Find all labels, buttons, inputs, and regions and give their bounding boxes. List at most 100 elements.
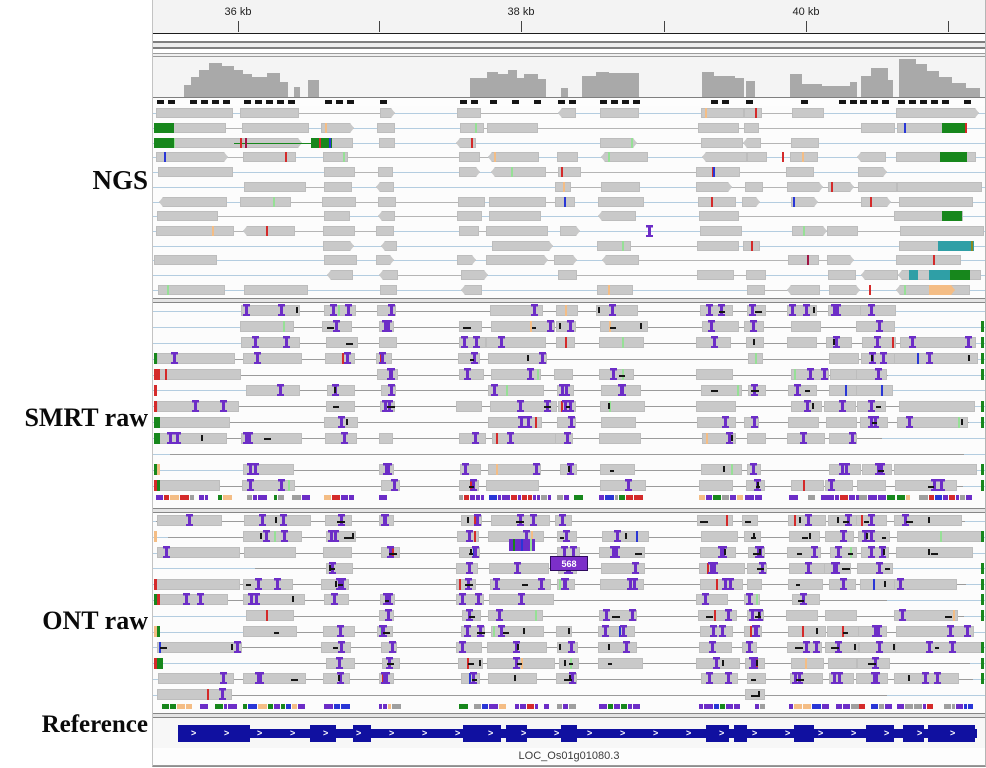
insertion-marker[interactable] bbox=[876, 562, 883, 574]
insertion-marker[interactable] bbox=[171, 352, 178, 364]
insertion-marker[interactable] bbox=[840, 578, 847, 590]
insertion-marker[interactable] bbox=[387, 546, 394, 558]
aligned-read[interactable] bbox=[696, 369, 733, 380]
aligned-read[interactable] bbox=[488, 417, 542, 428]
insertion-marker[interactable] bbox=[749, 609, 756, 621]
aligned-read[interactable] bbox=[458, 353, 480, 364]
insertion-marker[interactable] bbox=[466, 609, 473, 621]
aligned-read[interactable] bbox=[456, 401, 482, 412]
aligned-read[interactable] bbox=[491, 626, 544, 637]
insertion-marker[interactable] bbox=[219, 688, 226, 700]
aligned-read[interactable] bbox=[827, 255, 854, 265]
insertion-marker[interactable] bbox=[493, 578, 500, 590]
aligned-read[interactable] bbox=[243, 464, 294, 475]
aligned-read[interactable] bbox=[159, 197, 227, 207]
aligned-read[interactable] bbox=[490, 305, 543, 316]
aligned-read[interactable] bbox=[322, 197, 356, 207]
aligned-read[interactable] bbox=[558, 108, 576, 118]
insertion-marker[interactable] bbox=[804, 400, 811, 412]
insertion-marker[interactable] bbox=[934, 672, 941, 684]
aligned-read[interactable] bbox=[899, 197, 973, 207]
aligned-read[interactable] bbox=[600, 321, 648, 332]
ont-alignment-track[interactable]: 568 bbox=[153, 513, 985, 713]
aligned-read[interactable] bbox=[459, 480, 479, 491]
insertion-marker[interactable] bbox=[708, 320, 715, 332]
insertion-marker[interactable] bbox=[464, 368, 471, 380]
insertion-marker[interactable] bbox=[876, 641, 883, 653]
aligned-read[interactable] bbox=[554, 369, 573, 380]
colored-read[interactable] bbox=[942, 211, 962, 221]
aligned-read[interactable] bbox=[789, 531, 820, 542]
insertion-marker[interactable] bbox=[513, 657, 520, 669]
aligned-read[interactable] bbox=[491, 369, 541, 380]
aligned-read[interactable] bbox=[828, 182, 854, 192]
aligned-read[interactable] bbox=[557, 642, 578, 653]
aligned-read[interactable] bbox=[600, 579, 644, 590]
aligned-read[interactable] bbox=[487, 123, 538, 133]
aligned-read[interactable] bbox=[792, 226, 827, 236]
insertion-marker[interactable] bbox=[562, 578, 569, 590]
aligned-read[interactable] bbox=[486, 255, 548, 265]
insertion-marker[interactable] bbox=[336, 657, 343, 669]
aligned-read[interactable] bbox=[790, 673, 823, 684]
aligned-read[interactable] bbox=[158, 673, 234, 684]
aligned-read[interactable] bbox=[894, 579, 957, 590]
insertion-marker[interactable] bbox=[562, 400, 569, 412]
insertion-marker[interactable] bbox=[909, 336, 916, 348]
insertion-marker[interactable] bbox=[344, 352, 351, 364]
insertion-marker[interactable] bbox=[459, 641, 466, 653]
insertion-marker[interactable] bbox=[840, 530, 847, 542]
aligned-read[interactable] bbox=[860, 305, 896, 316]
aligned-read[interactable] bbox=[600, 401, 645, 412]
aligned-read[interactable] bbox=[790, 152, 818, 162]
coverage-track[interactable] bbox=[153, 57, 985, 98]
colored-read[interactable] bbox=[950, 270, 970, 280]
aligned-read[interactable] bbox=[327, 385, 355, 396]
aligned-read[interactable] bbox=[860, 579, 897, 590]
aligned-read[interactable] bbox=[786, 167, 814, 177]
insertion-marker[interactable] bbox=[474, 514, 481, 526]
aligned-read[interactable] bbox=[159, 594, 228, 605]
insertion-marker[interactable] bbox=[183, 593, 190, 605]
aligned-read[interactable] bbox=[829, 353, 859, 364]
aligned-read[interactable] bbox=[378, 197, 396, 207]
aligned-read[interactable] bbox=[747, 152, 767, 162]
aligned-read[interactable] bbox=[896, 255, 961, 265]
aligned-read[interactable] bbox=[157, 547, 240, 558]
ngs-alignment-track[interactable] bbox=[153, 106, 985, 298]
insertion-marker[interactable] bbox=[263, 530, 270, 542]
insertion-marker[interactable] bbox=[831, 672, 838, 684]
insertion-marker[interactable] bbox=[252, 463, 259, 475]
insertion-marker[interactable] bbox=[603, 609, 610, 621]
aligned-read[interactable] bbox=[894, 610, 958, 621]
colored-read[interactable] bbox=[938, 241, 974, 251]
insertion-marker[interactable] bbox=[720, 546, 727, 558]
colored-read[interactable] bbox=[154, 138, 174, 148]
aligned-read[interactable] bbox=[379, 138, 395, 148]
insertion-marker[interactable] bbox=[922, 672, 929, 684]
aligned-read[interactable] bbox=[377, 123, 395, 133]
insertion-marker[interactable] bbox=[833, 336, 840, 348]
insertion-marker[interactable] bbox=[619, 384, 626, 396]
aligned-read[interactable] bbox=[460, 464, 481, 475]
insertion-marker[interactable] bbox=[561, 546, 568, 558]
insertion-marker[interactable] bbox=[800, 593, 807, 605]
aligned-read[interactable] bbox=[556, 626, 572, 637]
aligned-read[interactable] bbox=[861, 547, 889, 558]
aligned-read[interactable] bbox=[460, 123, 484, 133]
aligned-read[interactable] bbox=[381, 241, 397, 251]
genome-ruler[interactable]: 36 kb 38 kb 40 kb bbox=[153, 0, 985, 34]
insertion-marker[interactable] bbox=[186, 514, 193, 526]
insertion-marker[interactable] bbox=[255, 672, 262, 684]
aligned-read[interactable] bbox=[326, 401, 355, 412]
aligned-read[interactable] bbox=[747, 579, 762, 590]
aligned-read[interactable] bbox=[791, 480, 824, 491]
insertion-marker[interactable] bbox=[563, 530, 570, 542]
insertion-marker[interactable] bbox=[835, 546, 842, 558]
aligned-read[interactable] bbox=[700, 226, 742, 236]
aligned-read[interactable] bbox=[490, 579, 551, 590]
insertion-marker[interactable] bbox=[568, 641, 575, 653]
insertion-marker[interactable] bbox=[538, 578, 545, 590]
insertion-marker[interactable] bbox=[811, 546, 818, 558]
insertion-marker[interactable] bbox=[518, 593, 525, 605]
